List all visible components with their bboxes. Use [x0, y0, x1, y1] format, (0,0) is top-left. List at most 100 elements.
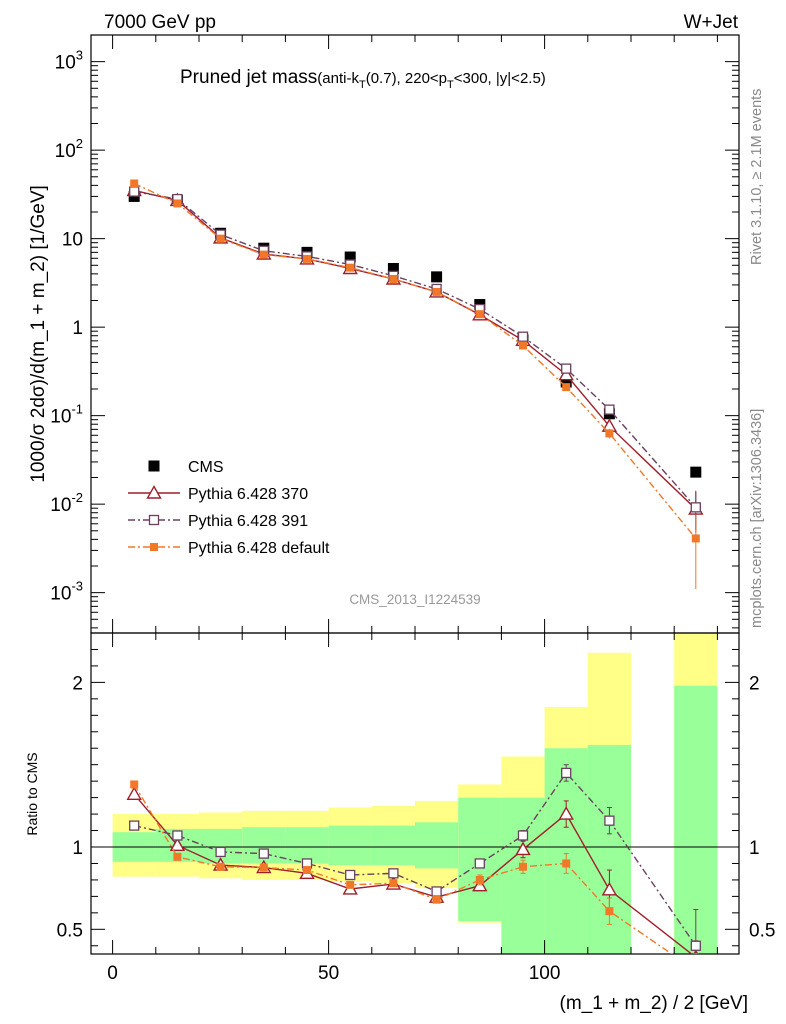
main-y-tick-label: 1: [72, 318, 83, 339]
ratio-plot-series: [126, 764, 701, 974]
ratio-point-pythia-6-428-default: [692, 966, 700, 974]
main-point-cms: [560, 376, 572, 388]
main-point-pythia-6-428-391: [561, 363, 572, 374]
ratio-point-pythia-6-428-391: [388, 868, 399, 879]
ratio-band-inner: [328, 825, 372, 866]
main-y-tick-label-mantissa: 10: [50, 407, 71, 428]
plot-title-sub1: T: [359, 79, 366, 91]
main-point-pythia-6-428-default: [173, 199, 182, 208]
legend-label-pythia-6-428-370: Pythia 6.428 370: [188, 486, 308, 503]
main-point-pythia-6-428-default: [259, 250, 268, 259]
ratio-point-pythia-6-428-default: [173, 852, 182, 861]
main-y-tick-label-exponent: 2: [76, 136, 83, 151]
main-y-tick-label: 10-1: [50, 402, 83, 428]
legend: CMS Pythia 6.428 370 Pythia 6.428 391 Pythi…: [128, 459, 330, 557]
ratio-point-pythia-6-428-default: [216, 862, 225, 871]
ratio-uncertainty-bands: [112, 633, 718, 954]
legend-label-pythia-6-428-default: Pythia 6.428 default: [188, 540, 330, 557]
ratio-point-pythia-6-428-391: [345, 869, 356, 881]
ratio-point-pythia-6-428-default: [346, 880, 355, 889]
main-point-pythia-6-428-default: [519, 341, 527, 350]
ratio-point-pythia-6-428-370: [169, 837, 186, 852]
main-point-pythia-6-428-391: [129, 186, 140, 197]
main-y-tick-label-mantissa: 10: [50, 495, 71, 516]
main-point-pythia-6-428-default: [562, 383, 571, 392]
main-point-pythia-6-428-370: [558, 366, 574, 381]
main-point-pythia-6-428-default: [475, 310, 484, 319]
analysis-label: CMS_2013_I1224539: [349, 592, 480, 607]
x-tick-label: 0: [107, 963, 118, 984]
main-y-tick-label-mantissa: 1: [72, 318, 83, 339]
ratio-point-pythia-6-428-391: [258, 848, 269, 859]
plot-title-detail-mid: (0.7), 220<p: [366, 70, 447, 87]
mcplots-label: mcplots.cern.ch [arXiv:1306.3436]: [749, 409, 765, 628]
plot-title-sub2: T: [447, 79, 454, 91]
ratio-point-pythia-6-428-default: [519, 862, 527, 871]
ratio-point-pythia-6-428-default: [130, 780, 139, 789]
ratio-point-pythia-6-428-391: [517, 830, 529, 841]
header-right: W+Jet: [684, 12, 739, 33]
header-left: 7000 GeV pp: [104, 12, 216, 33]
main-y-tick-label-mantissa: 10: [62, 230, 83, 251]
main-point-pythia-6-428-default: [130, 179, 139, 188]
main-y-tick-label-exponent: -1: [71, 402, 83, 417]
rivet-version-label: Rivet 3.1.10, ≥ 2.1M events: [749, 89, 765, 265]
main-point-pythia-6-428-default: [346, 263, 355, 272]
ratio-point-pythia-6-428-default: [475, 875, 484, 884]
x-axis-title: (m_1 + m_2) / 2 [GeV]: [560, 993, 749, 1014]
main-y-tick-label: 103: [55, 48, 83, 74]
main-point-pythia-6-428-391: [517, 331, 529, 342]
legend-marker-pythia-6-428-default: [150, 543, 158, 551]
main-y-tick-label: 10-3: [50, 579, 83, 605]
plot-title-detail-pre: (anti-k: [317, 70, 359, 87]
main-y-tick-label: 10-2: [50, 490, 83, 516]
main-y-tick-label-exponent: -2: [71, 490, 83, 505]
ratio-point-pythia-6-428-default: [432, 895, 441, 904]
ratio-point-pythia-6-428-391: [561, 767, 572, 779]
ratio-y-tick-label-right: 2: [749, 673, 760, 694]
main-point-cms: [344, 251, 356, 263]
main-y-tick-label: 102: [55, 136, 83, 162]
ratio-point-pythia-6-428-default: [562, 859, 571, 868]
plot-title: Pruned jet mass(anti-kT(0.7), 220<pT<300…: [180, 67, 546, 91]
ratio-point-pythia-6-428-391: [431, 886, 442, 897]
ratio-point-pythia-6-428-391: [215, 846, 226, 858]
ratio-band-inner: [501, 797, 545, 954]
ratio-band-inner: [285, 827, 329, 864]
ratio-y-tick-label: 1: [72, 838, 83, 859]
ratio-point-pythia-6-428-391: [129, 820, 140, 831]
main-plot-series: [126, 179, 704, 589]
ratio-y-tick-label-right: 1: [749, 838, 760, 859]
main-y-tick-label-mantissa: 10: [55, 53, 76, 74]
ratio-point-pythia-6-428-default: [259, 863, 268, 872]
main-point-pythia-6-428-391: [604, 404, 615, 415]
ratio-point-pythia-6-428-391: [172, 830, 183, 841]
main-point-pythia-6-428-default: [691, 534, 700, 543]
main-point-pythia-6-428-default: [216, 234, 225, 243]
ratio-point-pythia-6-428-370: [601, 881, 618, 896]
ratio-point-pythia-6-428-default: [303, 866, 311, 875]
ratio-point-pythia-6-428-370: [126, 786, 142, 801]
ratio-band-inner: [415, 822, 459, 869]
main-point-cms: [431, 271, 443, 283]
main-y-tick-label-exponent: 3: [76, 48, 83, 63]
main-y-tick-label-mantissa: 10: [55, 141, 76, 162]
main-point-cms: [387, 262, 399, 274]
main-y-tick-label-mantissa: 10: [50, 584, 71, 605]
main-y-tick-label-exponent: -3: [71, 579, 83, 594]
main-point-pythia-6-428-default: [389, 274, 398, 283]
main-point-pythia-6-428-default: [432, 287, 441, 296]
plot-title-main: Pruned jet mass: [180, 67, 317, 88]
legend-label-pythia-6-428-391: Pythia 6.428 391: [188, 513, 308, 530]
ratio-band-inner: [371, 825, 415, 866]
legend-marker-pythia-6-428-391: [148, 514, 160, 526]
ratio-point-pythia-6-428-370: [515, 841, 531, 856]
ratio-point-pythia-6-428-default: [605, 907, 614, 916]
ratio-band-inner: [587, 744, 631, 954]
x-tick-label: 100: [529, 963, 561, 984]
ratio-point-pythia-6-428-391: [604, 815, 615, 826]
ratio-point-pythia-6-428-370: [558, 806, 574, 820]
x-tick-label: 50: [318, 963, 339, 984]
